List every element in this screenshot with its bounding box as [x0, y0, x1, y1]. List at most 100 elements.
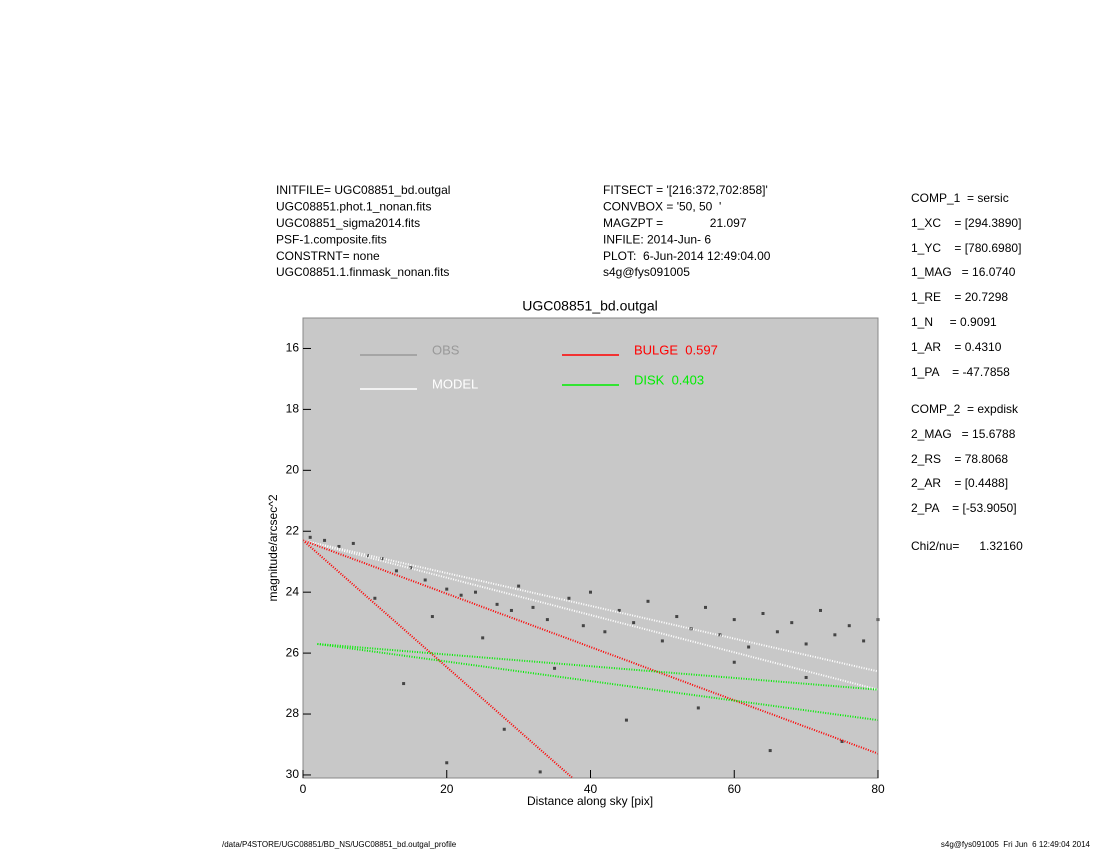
obs-point	[517, 584, 521, 588]
obs-point	[603, 630, 607, 634]
band-lower-edge	[302, 539, 879, 691]
y-tick-label: 24	[286, 584, 300, 598]
header-mid-line: s4g@fys091005	[603, 265, 690, 279]
header-left-line: UGC08851.1.finmask_nonan.fits	[276, 265, 449, 279]
legend-label: OBS	[432, 342, 460, 357]
obs-point	[394, 569, 398, 573]
obs-point	[445, 761, 449, 765]
obs-point	[660, 639, 664, 643]
obs-point	[351, 541, 355, 545]
obs-point	[732, 618, 736, 622]
obs-point	[474, 590, 477, 594]
obs-point	[567, 596, 571, 600]
obs-point	[718, 633, 722, 637]
obs-point	[481, 636, 485, 640]
obs-point	[696, 706, 700, 710]
x-tick-label: 40	[584, 782, 598, 796]
param-line: 2_RS = 78.8068	[911, 452, 1008, 466]
obs-point	[819, 608, 822, 612]
obs-point	[581, 624, 585, 628]
header-left-line: UGC08851.phot.1_nonan.fits	[276, 200, 431, 214]
obs-point	[502, 727, 506, 731]
header-mid-line: CONVBOX = '50, 50 '	[603, 200, 721, 214]
legend-label: DISK 0.403	[634, 372, 704, 387]
header-mid-line: INFILE: 2014-Jun- 6	[603, 232, 711, 246]
param-line: COMP_1 = sersic	[911, 191, 1009, 205]
x-tick-label: 20	[440, 782, 454, 796]
legend-label: MODEL	[432, 376, 478, 391]
obs-point	[380, 557, 384, 561]
param-line: 1_AR = 0.4310	[911, 340, 1002, 354]
param-line: Chi2/nu= 1.32160	[911, 539, 1023, 553]
chart-title: UGC08851_bd.outgal	[522, 298, 657, 314]
header-mid-line: MAGZPT = 21.097	[603, 216, 747, 230]
obs-point	[366, 554, 370, 558]
param-line: COMP_2 = expdisk	[911, 402, 1019, 416]
obs-point	[545, 618, 549, 622]
x-tick-label: 80	[871, 782, 885, 796]
obs-point	[459, 593, 463, 597]
obs-point	[445, 587, 449, 591]
obs-point	[337, 544, 341, 548]
obs-point	[430, 615, 434, 619]
band-lower-edge	[317, 642, 879, 722]
header-mid-line: FITSECT = '[216:372,702:858]'	[603, 183, 768, 197]
header-left-line: CONSTRNT= none	[276, 249, 380, 263]
y-tick-label: 16	[286, 341, 300, 355]
obs-point	[308, 535, 312, 539]
footer-right: s4g@fys091005 Fri Jun 6 12:49:04 2014	[941, 840, 1091, 849]
header-mid-line: PLOT: 6-Jun-2014 12:49:04.00	[603, 249, 771, 263]
footer-left: /data/P4STORE/UGC08851/BD_NS/UGC08851_bd…	[222, 840, 457, 849]
obs-point	[847, 624, 851, 628]
param-line: 2_PA = [-53.9050]	[911, 501, 1017, 515]
param-line: 2_AR = [0.4488]	[911, 476, 1008, 490]
param-line: 1_PA = -47.7858	[911, 365, 1010, 379]
obs-point	[373, 596, 377, 600]
obs-point	[495, 602, 499, 606]
x-tick-label: 0	[300, 782, 307, 796]
legend-label: BULGE 0.597	[634, 342, 718, 357]
band-upper-edge	[302, 539, 879, 673]
obs-point	[531, 605, 535, 609]
obs-point	[423, 578, 427, 582]
header-left-line: UGC08851_sigma2014.fits	[276, 216, 420, 230]
obs-point	[402, 682, 406, 686]
y-tick-label: 28	[286, 706, 300, 720]
obs-point	[862, 639, 866, 643]
x-axis-label: Distance along sky [pix]	[527, 794, 653, 808]
obs-point	[804, 642, 808, 646]
obs-point	[646, 599, 650, 603]
obs-point	[840, 739, 844, 743]
obs-point	[632, 621, 636, 625]
header-left-line: INITFILE= UGC08851_bd.outgal	[276, 183, 450, 197]
obs-point	[409, 566, 413, 570]
obs-point	[323, 538, 327, 542]
obs-point	[617, 608, 621, 612]
param-line: 2_MAG = 15.6788	[911, 427, 1016, 441]
header-left-line: PSF-1.composite.fits	[276, 232, 387, 246]
obs-point	[624, 718, 628, 722]
y-tick-label: 18	[286, 402, 300, 416]
obs-point	[509, 608, 513, 612]
obs-point	[538, 770, 542, 774]
obs-point	[833, 633, 837, 637]
y-tick-label: 30	[286, 767, 300, 781]
y-tick-label: 22	[286, 523, 300, 537]
x-tick-label: 60	[728, 782, 742, 796]
param-line: 1_RE = 20.7298	[911, 290, 1008, 304]
obs-point	[804, 675, 808, 679]
obs-point	[775, 630, 779, 634]
param-line: 1_XC = [294.3890]	[911, 216, 1021, 230]
y-tick-label: 20	[286, 462, 300, 476]
param-line: 1_N = 0.9091	[911, 315, 997, 329]
obs-point	[553, 666, 557, 670]
y-axis-label: magnitude/arcsec^2	[266, 494, 280, 601]
obs-point	[589, 590, 592, 594]
obs-point	[675, 615, 679, 619]
obs-point	[704, 605, 707, 609]
obs-point	[761, 611, 765, 615]
param-line: 1_YC = [780.6980]	[911, 241, 1021, 255]
plot-background	[303, 318, 878, 778]
obs-point	[747, 645, 751, 649]
